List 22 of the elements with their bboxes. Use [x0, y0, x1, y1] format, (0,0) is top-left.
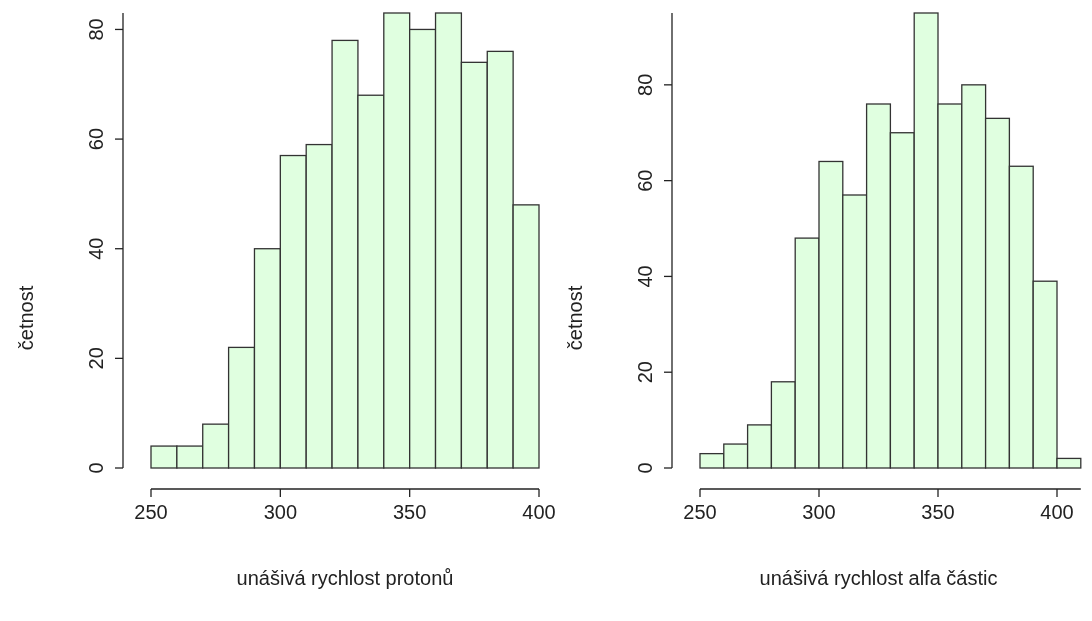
x-tick-label: 300: [263, 501, 298, 523]
x-tick-label: 350: [921, 501, 955, 523]
y-tick-label: 40: [634, 265, 656, 288]
y-tick-label: 80: [634, 73, 656, 96]
y-tick-label: 80: [85, 18, 107, 41]
y-tick-label: 0: [634, 462, 656, 474]
x-tick-label: 300: [802, 501, 836, 523]
y-tick-label: 20: [85, 347, 107, 370]
x-tick-label: 350: [392, 501, 427, 523]
x-axis-title: unášivá rychlost alfa částic: [759, 567, 998, 589]
y-tick-label: 60: [85, 127, 107, 151]
y-tick-label: 40: [85, 237, 107, 260]
x-tick-label: 400: [522, 501, 556, 523]
y-axis-title: četnost: [564, 285, 586, 351]
y-tick-label: 20: [634, 361, 656, 384]
y-tick-label: 60: [634, 169, 656, 192]
y-axis-title: četnost: [15, 285, 37, 351]
y-tick-label: 0: [85, 462, 107, 474]
x-axis-title: unášivá rychlost protonů: [236, 567, 454, 589]
x-tick-label: 250: [683, 501, 717, 523]
x-tick-label: 400: [1040, 501, 1074, 523]
x-tick-label: 250: [134, 501, 168, 523]
